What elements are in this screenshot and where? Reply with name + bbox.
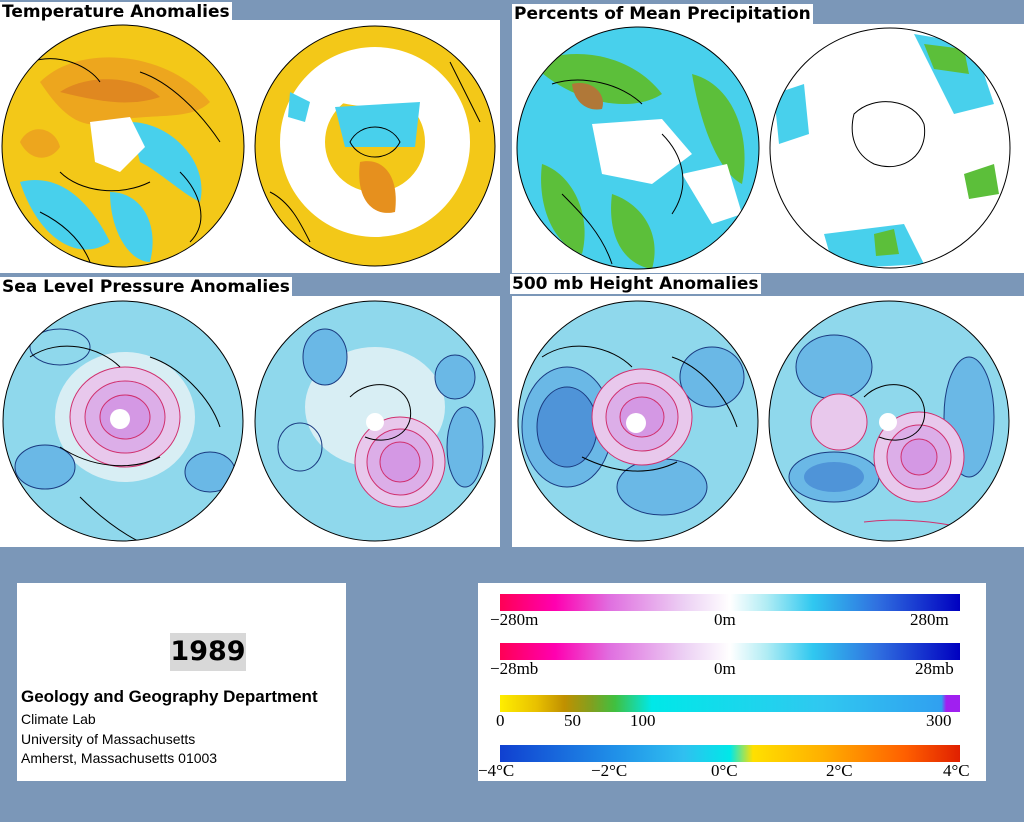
pressure-max-label: 28mb: [915, 659, 954, 678]
height500-title: 500 mb Height Anomalies: [510, 274, 761, 294]
slp-sh-map: [254, 300, 496, 542]
precipitation-title: Percents of Mean Precipitation: [512, 4, 813, 24]
pressure-colorbar: [500, 643, 960, 660]
precipitation-sh-map: [769, 27, 1011, 269]
precip-colorbar: [500, 695, 960, 712]
temp-4-label: 4°C: [943, 761, 970, 780]
slp-title: Sea Level Pressure Anomalies: [0, 277, 292, 297]
precip-100-label: 100: [630, 711, 656, 730]
precip-300-label: 300: [926, 711, 952, 730]
slp-nh-map: [2, 300, 244, 542]
height-min-label: −280m: [490, 610, 539, 629]
info-box: 1989 Geology and Geography Department Cl…: [17, 583, 346, 781]
precip-0-label: 0: [496, 711, 505, 730]
temp-0-label: 0°C: [711, 761, 738, 780]
height500-sh-map: [768, 300, 1010, 542]
height-mid-label: 0m: [714, 610, 736, 629]
temperature-sh-map: [254, 25, 496, 267]
pressure-mid-label: 0m: [714, 659, 736, 678]
height-max-label: 280m: [910, 610, 949, 629]
legend-box: −280m 0m 280m −28mb 0m 28mb 0 50 100 300…: [478, 583, 986, 781]
temp-minus4-label: −4°C: [478, 761, 515, 780]
precipitation-nh-map: [516, 26, 760, 270]
pressure-min-label: −28mb: [490, 659, 539, 678]
lab-name: Climate Lab: [21, 711, 96, 727]
university-name: University of Massachusetts: [21, 731, 196, 747]
height500-nh-map: [517, 300, 759, 542]
height-colorbar: [500, 594, 960, 611]
temperature-title: Temperature Anomalies: [0, 2, 232, 22]
temp-minus2-label: −2°C: [591, 761, 628, 780]
temp-2-label: 2°C: [826, 761, 853, 780]
department-name: Geology and Geography Department: [21, 687, 318, 706]
address: Amherst, Massachusetts 01003: [21, 750, 218, 766]
temperature-colorbar: [500, 745, 960, 762]
year-label: 1989: [170, 633, 246, 671]
precip-50-label: 50: [564, 711, 581, 730]
temperature-nh-map: [1, 24, 245, 268]
